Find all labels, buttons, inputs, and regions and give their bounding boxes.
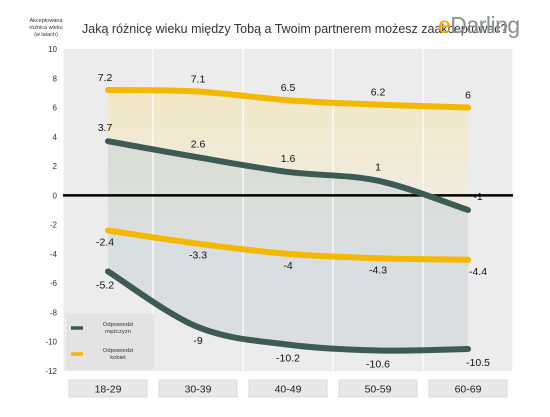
data-label: 6.5 bbox=[281, 82, 296, 94]
x-tick-label: 30-39 bbox=[185, 384, 212, 396]
x-tick-label: 18-29 bbox=[95, 384, 122, 396]
data-label: 7.2 bbox=[98, 72, 113, 84]
y-tick-label: 8 bbox=[53, 74, 58, 83]
legend-label: mężczyzn bbox=[105, 329, 131, 335]
series-line-women_lower bbox=[105, 227, 471, 263]
legend-box bbox=[66, 314, 154, 370]
brand-logo-rest: Darling bbox=[450, 12, 520, 38]
data-label: 1 bbox=[375, 162, 381, 174]
series-line-men_lower bbox=[105, 268, 471, 354]
data-label: 2.6 bbox=[191, 138, 206, 150]
data-label: -1 bbox=[473, 191, 482, 203]
y-tick-label: -12 bbox=[45, 367, 57, 376]
y-axis-label-line: różnica wieku bbox=[29, 25, 63, 31]
y-axis-label-line: Akceptowana bbox=[29, 18, 63, 24]
y-axis-label-line: (w latach) bbox=[34, 32, 58, 38]
series-line-men_upper bbox=[105, 138, 471, 213]
data-label: 7.1 bbox=[191, 73, 206, 85]
category-box bbox=[68, 379, 148, 398]
category-box bbox=[248, 379, 328, 398]
category-box bbox=[338, 379, 418, 398]
brand-logo: eDarling bbox=[438, 12, 520, 39]
data-label: -3.3 bbox=[189, 250, 207, 262]
x-tick-label: 60-69 bbox=[455, 384, 482, 396]
y-tick-label: 4 bbox=[53, 133, 58, 142]
data-label: -10.5 bbox=[466, 357, 490, 369]
legend-label: Odpowiedzi bbox=[103, 322, 133, 328]
data-label: 3.7 bbox=[98, 122, 113, 134]
x-tick-label: 40-49 bbox=[275, 384, 302, 396]
data-label: -10.2 bbox=[276, 353, 300, 365]
data-label: -5.2 bbox=[96, 279, 114, 291]
legend-label: kobiet bbox=[110, 355, 126, 361]
chart-title: Jaką różnicę wieku między Tobą a Twoim p… bbox=[82, 22, 508, 36]
data-label: 6 bbox=[465, 90, 471, 102]
y-tick-label: 10 bbox=[48, 45, 57, 54]
data-label: -4.4 bbox=[469, 266, 487, 278]
series-line-women_upper bbox=[105, 86, 471, 111]
data-label: 1.6 bbox=[281, 153, 296, 165]
category-box bbox=[428, 379, 508, 398]
y-tick-label: -8 bbox=[50, 308, 58, 317]
y-tick-label: 2 bbox=[53, 162, 58, 171]
data-label: -10.6 bbox=[366, 359, 390, 371]
y-tick-label: -2 bbox=[50, 221, 58, 230]
y-tick-label: 6 bbox=[53, 104, 58, 113]
y-tick-label: 0 bbox=[53, 191, 58, 200]
data-label: -4.3 bbox=[369, 264, 387, 276]
category-box bbox=[158, 379, 238, 398]
data-label: -9 bbox=[193, 335, 202, 347]
data-label: -2.4 bbox=[96, 236, 114, 248]
y-tick-label: -4 bbox=[50, 250, 58, 259]
legend-label: Odpowiedzi bbox=[103, 348, 133, 354]
data-label: 6.2 bbox=[371, 87, 386, 99]
men-range-band bbox=[108, 141, 468, 351]
x-tick-label: 50-59 bbox=[365, 384, 392, 396]
y-tick-label: -10 bbox=[45, 338, 57, 347]
data-label: -4 bbox=[283, 260, 292, 272]
y-axis-label: Akceptowana różnica wieku (w latach) bbox=[24, 18, 68, 39]
brand-logo-prefix: e bbox=[438, 12, 451, 38]
y-tick-label: -6 bbox=[50, 279, 58, 288]
